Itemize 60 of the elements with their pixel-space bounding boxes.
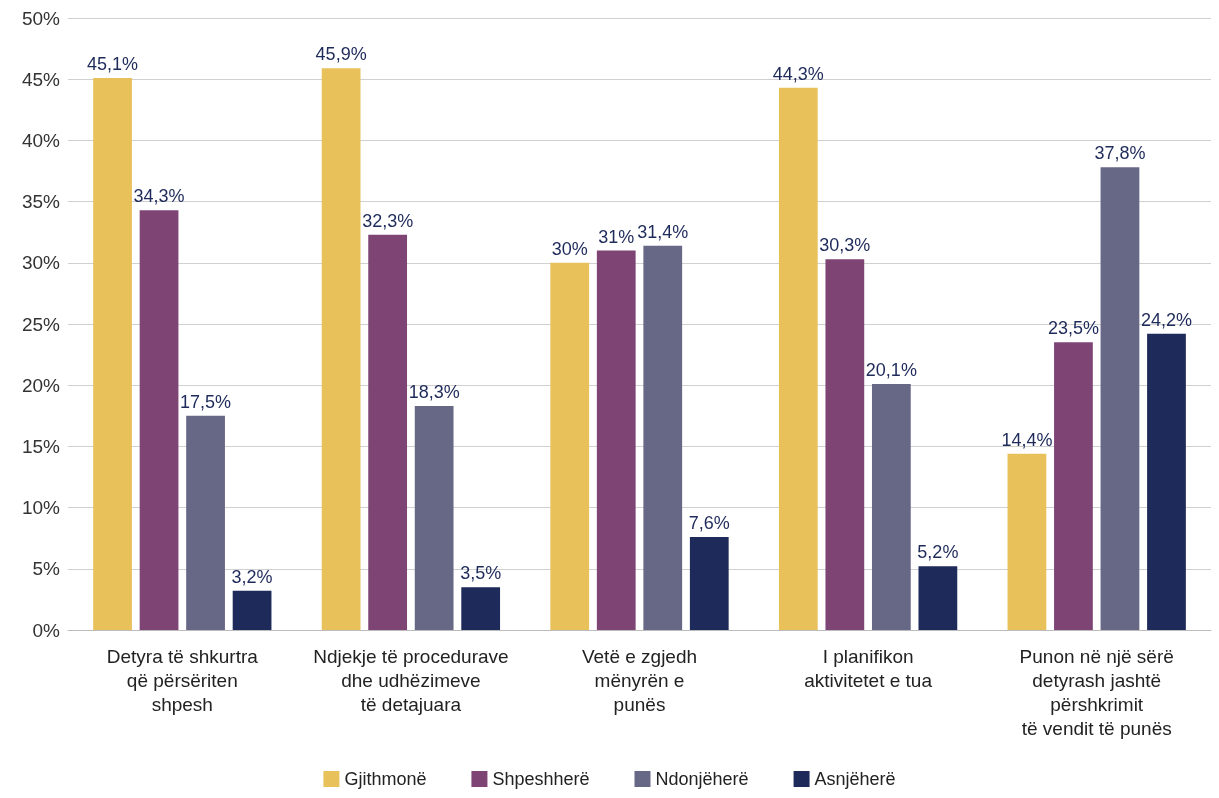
bar — [596, 250, 636, 630]
y-tick-label: 35% — [21, 191, 61, 213]
legend-label: Asnjëherë — [814, 769, 896, 789]
bar — [825, 259, 865, 630]
data-label: 23,5% — [1047, 318, 1099, 339]
y-tick-label: 25% — [21, 313, 61, 335]
bar — [871, 383, 911, 630]
data-label: 3,5% — [460, 563, 502, 584]
y-tick-label: 45% — [21, 68, 61, 90]
y-tick-label: 30% — [21, 252, 61, 274]
data-label: 14,4% — [1001, 429, 1053, 450]
data-label: 34,3% — [133, 186, 185, 207]
bar — [414, 406, 454, 630]
legend-label: Shpeshherë — [492, 769, 590, 789]
bar — [778, 87, 818, 630]
data-label: 45,9% — [315, 44, 367, 65]
bar — [321, 68, 361, 630]
data-label: 7,6% — [688, 512, 730, 533]
legend-label: Ndonjëherë — [655, 769, 749, 789]
bar — [918, 566, 958, 630]
data-label: 32,3% — [362, 210, 414, 231]
bar — [186, 415, 225, 630]
data-label: 31% — [598, 226, 635, 247]
bar — [461, 587, 501, 630]
y-tick-label: 5% — [32, 558, 61, 580]
bar — [93, 77, 132, 630]
bar — [368, 234, 408, 630]
x-tick-label: I planifikon aktivitetet e tua — [804, 645, 933, 691]
data-label: 45,1% — [87, 53, 139, 74]
bar — [139, 210, 179, 630]
legend-label: Gjithmonë — [344, 769, 427, 789]
data-label: 30,3% — [819, 235, 871, 256]
y-tick-label: 40% — [21, 129, 61, 151]
data-label: 17,5% — [180, 391, 232, 412]
x-tick-label: Detyra të shkurtra që përsëriten shpesh — [106, 645, 259, 715]
y-tick-label: 20% — [21, 374, 61, 396]
data-label: 24,2% — [1140, 309, 1192, 330]
data-label: 3,2% — [231, 566, 273, 587]
bar — [232, 590, 272, 630]
data-label: 44,3% — [772, 63, 824, 84]
data-label: 5,2% — [917, 542, 959, 563]
bar — [550, 262, 590, 630]
y-tick-label: 10% — [21, 497, 61, 519]
bar — [689, 536, 729, 630]
bar — [643, 245, 683, 630]
data-label: 31,4% — [637, 221, 689, 242]
x-tick-label: Punon në një sërë detyrash jashtë përshkrimit të vendit të punës — [1019, 645, 1174, 739]
y-tick-label: 15% — [21, 435, 61, 457]
bar — [1147, 333, 1186, 630]
x-tick-label: Ndjekje të procedurave dhe udhëzimeve të detajuara — [313, 645, 509, 715]
data-label: 18,3% — [408, 382, 460, 403]
data-label: 30% — [551, 238, 588, 259]
y-tick-label: 0% — [32, 619, 61, 641]
x-tick-label: Vetë e zgjedh mënyrën e punës — [581, 645, 698, 715]
bar — [1007, 453, 1047, 630]
y-tick-label: 50% — [21, 7, 61, 29]
bar — [1100, 167, 1140, 630]
bar — [1054, 342, 1093, 630]
data-label: 20,1% — [865, 359, 917, 380]
data-label: 37,8% — [1094, 143, 1146, 164]
